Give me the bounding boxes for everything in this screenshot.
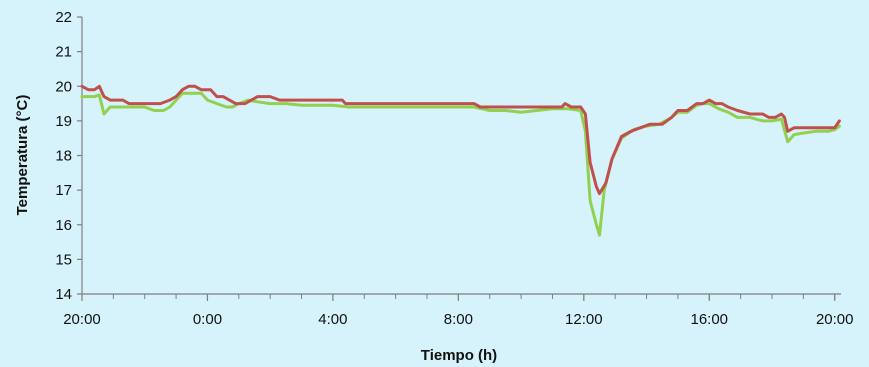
series-line-1: [80, 91, 841, 237]
y-tick-label: 16: [55, 217, 72, 234]
y-tick-label: 18: [55, 148, 72, 165]
y-tick-label: 22: [55, 9, 72, 26]
y-axis-title: Temperatura (°C): [14, 95, 31, 216]
x-tick-label: 0:00: [193, 311, 222, 328]
y-tick-label: 17: [55, 182, 72, 199]
y-tick-label: 15: [55, 251, 72, 268]
x-tick-label: 20:00: [816, 311, 854, 328]
y-tick-label: 19: [55, 113, 72, 130]
x-tick-label: 16:00: [690, 311, 728, 328]
x-tick-label: 20:00: [63, 311, 101, 328]
y-tick-label: 20: [55, 78, 72, 95]
y-axis: 14 15 16 17 18 19 20 21 22: [55, 9, 83, 303]
x-axis-title: Tiempo (h): [421, 347, 497, 364]
series-line-2: [80, 84, 841, 196]
y-tick-label: 14: [55, 286, 72, 303]
plot-area: [80, 84, 841, 237]
x-tick-label: 4:00: [318, 311, 347, 328]
x-tick-label: 8:00: [444, 311, 473, 328]
y-tick-label: 21: [55, 44, 72, 61]
x-axis: 20:00 0:00 4:00 8:00 12:00 16:00 20:00: [63, 293, 854, 328]
x-tick-label: 12:00: [565, 311, 603, 328]
